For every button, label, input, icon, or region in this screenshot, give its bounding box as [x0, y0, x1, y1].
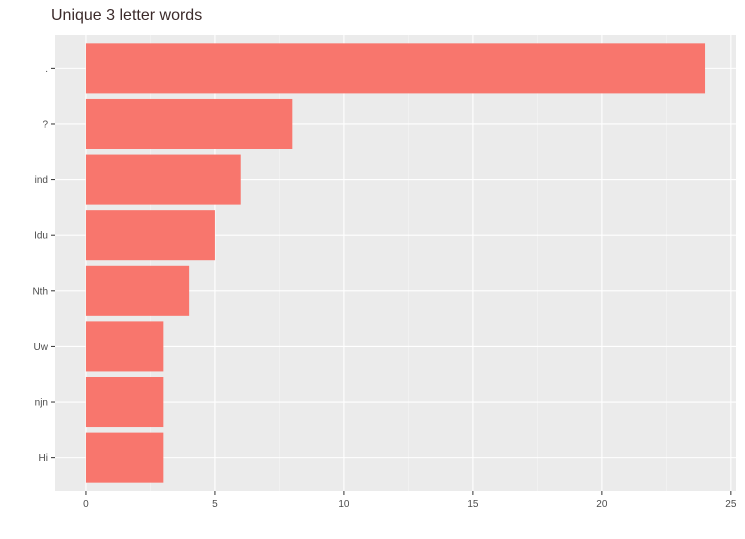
y-tick-label: ? [42, 119, 48, 130]
y-tick-label: . [45, 64, 48, 75]
bar [85, 432, 164, 483]
y-tick-label: Idu [34, 231, 48, 242]
bar [85, 321, 164, 372]
x-tick-label: 10 [338, 499, 350, 510]
y-tick-label: Uw [34, 342, 49, 353]
x-tick-label: 15 [467, 499, 479, 510]
x-tick-label: 20 [596, 499, 608, 510]
bar [85, 154, 241, 205]
chart-title: Unique 3 letter words [51, 7, 203, 24]
bar [85, 98, 293, 149]
y-tick-label: njn [35, 398, 48, 409]
y-tick-label: ind [35, 175, 48, 186]
x-tick-label: 5 [212, 499, 218, 510]
x-tick-label: 0 [83, 499, 89, 510]
y-tick-label: Nth [32, 286, 48, 297]
x-tick-label: 25 [725, 499, 737, 510]
y-tick-label: Hi [39, 453, 48, 464]
bar [85, 43, 706, 94]
bar [85, 377, 164, 428]
bar [85, 210, 215, 261]
bar [85, 265, 190, 316]
